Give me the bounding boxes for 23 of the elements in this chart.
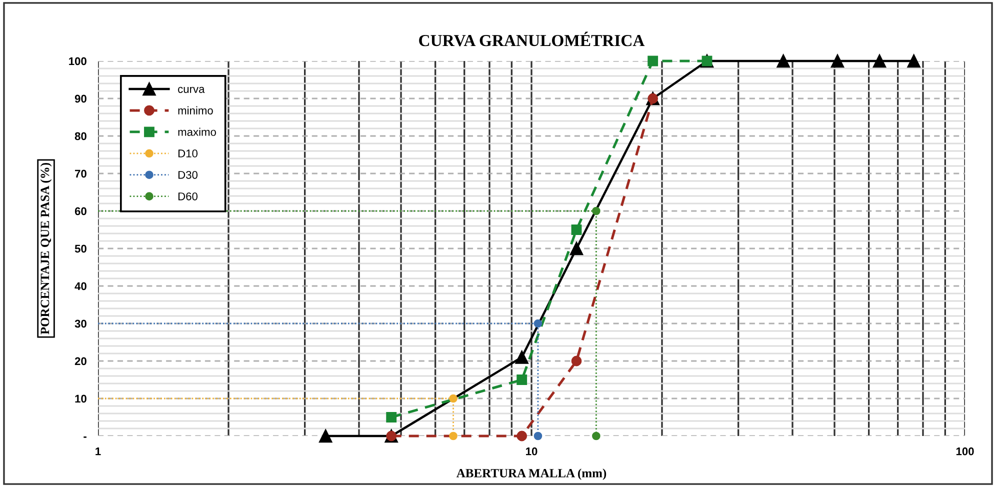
y-tick-label: 70 <box>75 170 86 178</box>
y-axis-title: PORCENTAJE QUE PASA (%) <box>40 162 52 334</box>
legend-label: D60 <box>178 192 198 200</box>
x-tick-label: 1 <box>96 448 101 456</box>
legend-label: D10 <box>178 150 198 158</box>
y-tick-label: 30 <box>74 320 86 328</box>
y-tick-label: 100 <box>69 57 86 66</box>
y-tick-label: 60 <box>74 207 86 216</box>
y-tick-label: 90 <box>74 94 86 103</box>
y-tick-label: 80 <box>74 132 86 140</box>
legend-label: maximo <box>178 128 216 136</box>
y-tick-label: 50 <box>74 244 86 253</box>
y-tick-label: 40 <box>74 282 86 290</box>
legend-label: D30 <box>178 170 198 179</box>
x-axis-title: ABERTURA MALLA (mm) <box>456 468 606 480</box>
y-tick-label: 10 <box>75 394 86 403</box>
legend-label: curva <box>178 86 205 93</box>
y-tick-label: 20 <box>74 357 86 366</box>
legend-label: minimo <box>178 106 213 114</box>
x-tick-label: 10 <box>526 447 538 456</box>
chart-title: CURVA GRANULOMÉTRICA <box>419 32 645 46</box>
y-tick-label: - <box>84 436 86 438</box>
x-tick-label: 100 <box>956 447 974 456</box>
